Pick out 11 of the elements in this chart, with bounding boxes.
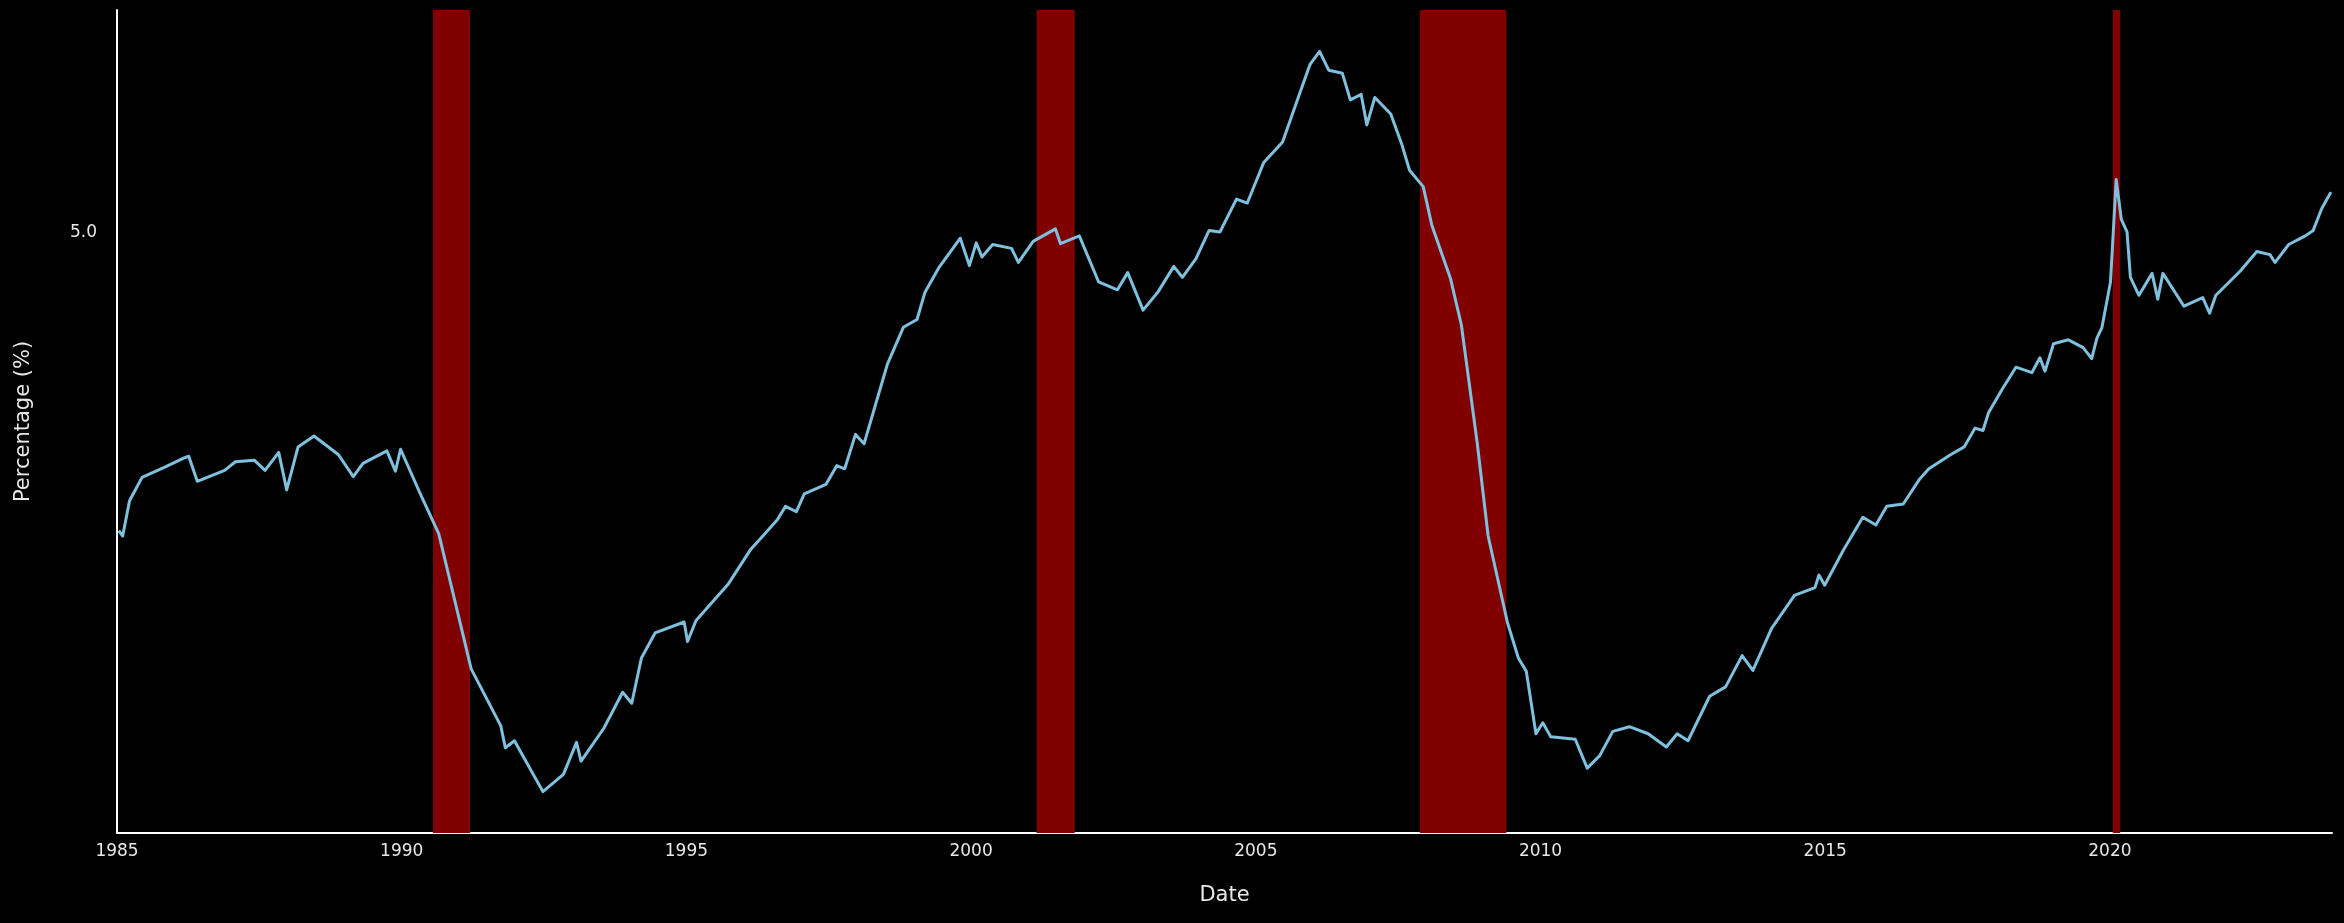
- x-tick-label: 2015: [1803, 839, 1847, 860]
- x-tick-label: 2020: [2088, 839, 2132, 860]
- text: 5.0: [69, 221, 97, 242]
- x-tick-label: 2005: [1234, 839, 1278, 860]
- y-axis-title: Percentage (%): [9, 340, 34, 503]
- x-tick-label: 2010: [1518, 839, 1563, 860]
- x-tick-label: 2000: [949, 839, 993, 860]
- x-tick-label: 1990: [380, 839, 424, 860]
- x-axis-title: Date: [1199, 881, 1250, 906]
- x-tick-label: 1985: [95, 839, 139, 860]
- x-tick-label: 1995: [664, 839, 709, 860]
